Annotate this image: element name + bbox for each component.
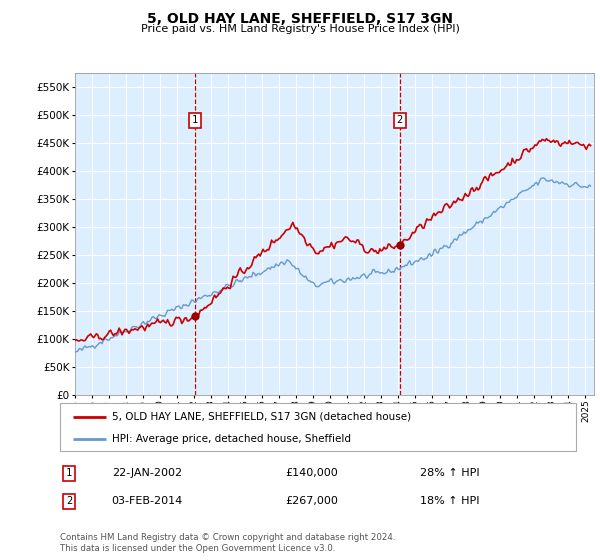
Text: 03-FEB-2014: 03-FEB-2014 — [112, 496, 182, 506]
Text: 1: 1 — [192, 115, 198, 125]
Text: HPI: Average price, detached house, Sheffield: HPI: Average price, detached house, Shef… — [112, 434, 350, 444]
Text: 2: 2 — [66, 496, 72, 506]
Text: 5, OLD HAY LANE, SHEFFIELD, S17 3GN: 5, OLD HAY LANE, SHEFFIELD, S17 3GN — [147, 12, 453, 26]
Text: 1: 1 — [66, 468, 72, 478]
FancyBboxPatch shape — [60, 403, 576, 451]
Text: 2: 2 — [397, 115, 403, 125]
Text: £267,000: £267,000 — [286, 496, 338, 506]
Text: Price paid vs. HM Land Registry's House Price Index (HPI): Price paid vs. HM Land Registry's House … — [140, 24, 460, 34]
Text: Contains HM Land Registry data © Crown copyright and database right 2024.
This d: Contains HM Land Registry data © Crown c… — [60, 533, 395, 553]
Text: 28% ↑ HPI: 28% ↑ HPI — [420, 468, 480, 478]
Text: 5, OLD HAY LANE, SHEFFIELD, S17 3GN (detached house): 5, OLD HAY LANE, SHEFFIELD, S17 3GN (det… — [112, 412, 411, 422]
Text: 22-JAN-2002: 22-JAN-2002 — [112, 468, 182, 478]
Text: £140,000: £140,000 — [286, 468, 338, 478]
Text: 18% ↑ HPI: 18% ↑ HPI — [420, 496, 480, 506]
